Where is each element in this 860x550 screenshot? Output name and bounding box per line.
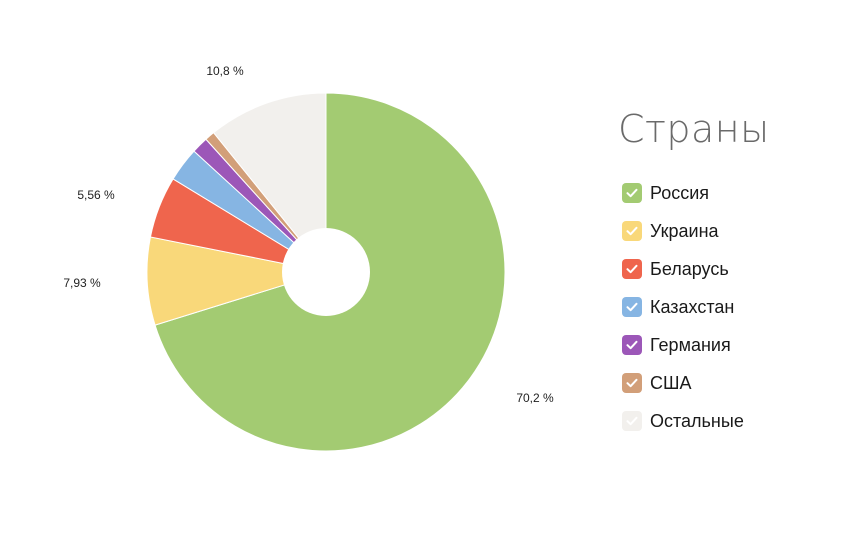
checkbox-check-icon[interactable]: [622, 297, 642, 317]
legend-item[interactable]: Казахстан: [618, 288, 848, 326]
checkbox-check-icon[interactable]: [622, 183, 642, 203]
slice-labels: 70,2 % 7,93 % 5,56 % 10,8 %: [63, 64, 554, 405]
legend-item[interactable]: Россия: [618, 174, 848, 212]
pie-slice-2[interactable]: [146, 236, 327, 326]
legend-label: Германия: [650, 334, 731, 355]
legend-label: Беларусь: [650, 258, 729, 279]
pie-slices: [146, 92, 506, 452]
legend-item[interactable]: Украина: [618, 212, 848, 250]
legend-item[interactable]: США: [618, 364, 848, 402]
legend-label: США: [650, 372, 692, 393]
checkbox-check-icon[interactable]: [622, 373, 642, 393]
slice-data-label: 5,56 %: [77, 188, 115, 202]
legend: Страны Россия Украина Беларусь Казахстан Гер…: [618, 106, 848, 440]
legend-label: Казахстан: [650, 296, 735, 317]
legend-label: Украина: [650, 220, 719, 241]
legend-label: Россия: [650, 182, 710, 203]
checkbox-check-icon[interactable]: [622, 411, 642, 431]
legend-item[interactable]: Германия: [618, 326, 848, 364]
slice-data-label: 7,93 %: [63, 276, 101, 290]
pie-chart: 70,2 % 7,93 % 5,56 % 10,8 %: [63, 64, 554, 452]
slice-data-label: 70,2 %: [516, 391, 554, 405]
pie-slice-7[interactable]: [212, 92, 327, 274]
checkbox-check-icon[interactable]: [622, 221, 642, 241]
slice-data-label: 10,8 %: [206, 64, 244, 78]
legend-label: Остальные: [650, 410, 744, 431]
checkbox-check-icon[interactable]: [622, 335, 642, 355]
legend-title: Страны: [618, 107, 770, 151]
legend-item[interactable]: Остальные: [618, 402, 848, 440]
legend-item[interactable]: Беларусь: [618, 250, 848, 288]
checkbox-check-icon[interactable]: [622, 259, 642, 279]
legend-items: Россия Украина Беларусь Казахстан Германия СШ…: [618, 174, 848, 440]
donut-hole: [282, 228, 370, 316]
